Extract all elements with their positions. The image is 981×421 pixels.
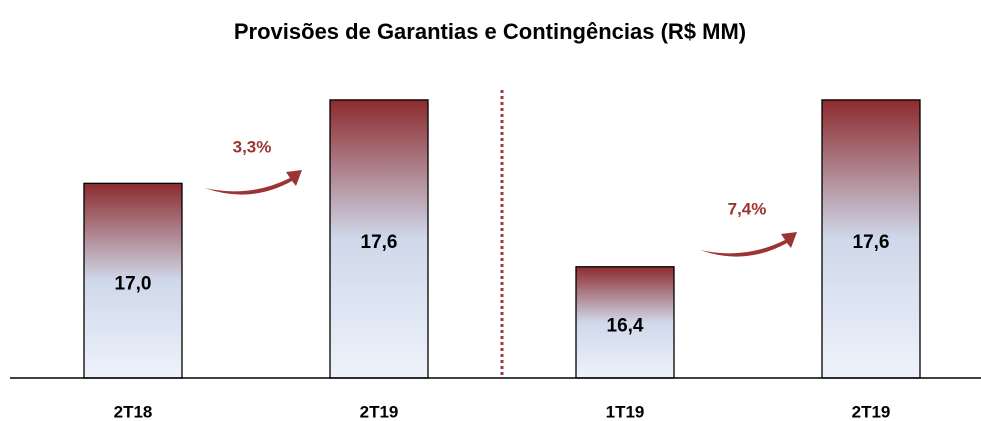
x-tick-label: 2T19 (852, 402, 891, 421)
bar (329, 99, 429, 379)
x-tick-label: 2T18 (114, 402, 153, 421)
value-label: 17,6 (361, 232, 398, 253)
x-tick-label: 1T19 (606, 402, 645, 421)
value-label: 16,4 (607, 315, 644, 336)
annotation: 3,3% (233, 137, 272, 156)
growth-arrow (205, 170, 302, 195)
bar (821, 99, 921, 379)
value-label: 17,0 (115, 274, 152, 295)
annotation: 7,4% (728, 199, 767, 218)
growth-arrow (700, 232, 797, 257)
chart-title: Provisões de Garantias e Contingências (… (234, 19, 746, 44)
x-tick-label: 2T19 (360, 402, 399, 421)
value-label: 17,6 (853, 232, 890, 253)
